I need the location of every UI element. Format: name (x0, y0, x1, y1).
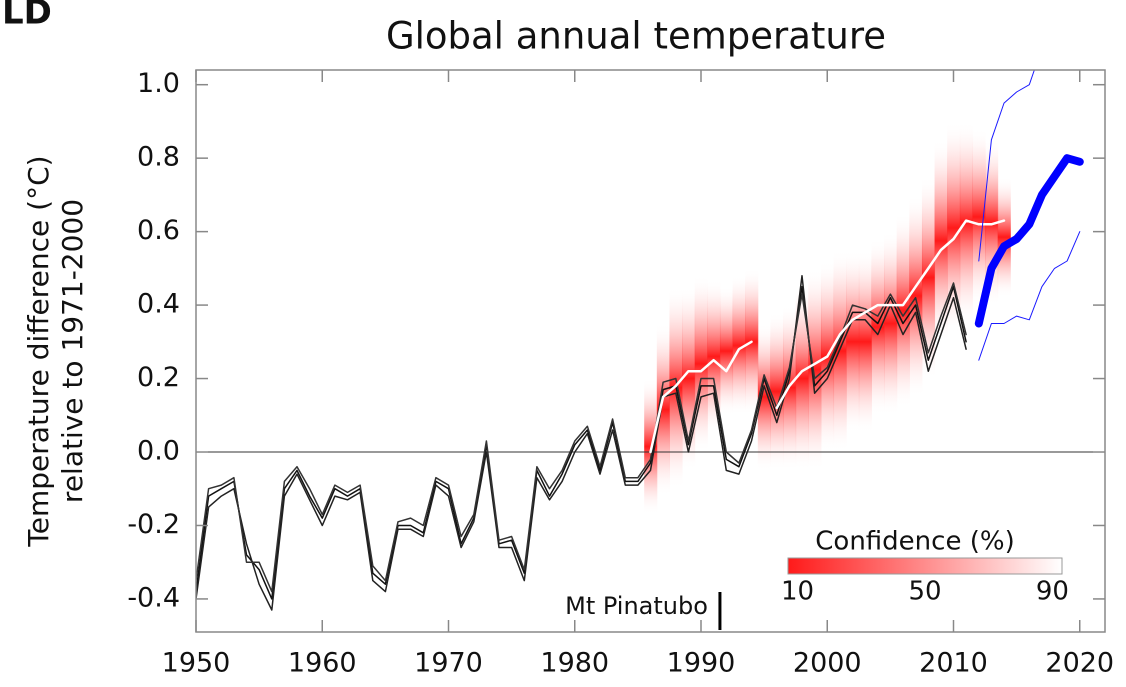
confidence-band (719, 286, 734, 416)
x-tick-label: 1950 (162, 648, 231, 679)
data-line (974, 154, 1084, 328)
y-tick-label: 0.4 (137, 289, 180, 320)
confidence-band (959, 121, 973, 324)
confidence-band (896, 213, 910, 408)
y-tick-label: 0.8 (137, 142, 180, 173)
chart-title: Global annual temperature (386, 15, 886, 58)
x-tick-label: 1960 (288, 648, 357, 679)
data-line (978, 70, 1035, 262)
colorbar-tick-label: 50 (908, 577, 941, 607)
annotation: Mt Pinatubo (565, 592, 708, 620)
colorbar-title: Confidence (%) (815, 527, 1014, 557)
confidence-band (934, 139, 948, 342)
colorbar-tick-label: 10 (781, 577, 814, 607)
y-tick-label: 0.6 (137, 215, 180, 246)
confidence-band (846, 249, 860, 434)
x-tick-label: 1980 (540, 648, 609, 679)
confidence-band (732, 275, 746, 416)
confidence-band (808, 268, 822, 471)
colorbar-tick-label: 90 (1036, 577, 1069, 607)
data-line (196, 282, 967, 593)
confidence-band (694, 275, 708, 453)
colorbar (787, 557, 1063, 575)
x-tick-label: 2020 (1045, 648, 1114, 679)
confidence-band (770, 312, 784, 471)
y-axis-label: Temperature difference (°C) (22, 155, 55, 547)
y-tick-label: 0.0 (137, 436, 180, 467)
y-tick-label: -0.2 (127, 509, 180, 540)
x-tick-label: 2000 (793, 648, 862, 679)
confidence-band (972, 128, 986, 306)
y-tick-label: -0.4 (127, 582, 180, 613)
x-tick-label: 1970 (414, 648, 483, 679)
confidence-band (871, 238, 885, 416)
confidence-band (757, 323, 771, 471)
data-line (196, 285, 967, 600)
confidence-band (858, 249, 872, 434)
data-line (196, 274, 967, 611)
data-line (649, 219, 1006, 454)
confidence-band (997, 176, 1011, 298)
plot-area (196, 70, 1105, 611)
confidence-band (795, 286, 809, 471)
confidence-band (921, 176, 936, 379)
confidence-band (656, 323, 670, 497)
confidence-band (947, 121, 961, 335)
y-tick-label: 0.2 (137, 362, 180, 393)
panel-label: LD (2, 0, 52, 33)
plot-frame (195, 69, 1106, 633)
y-tick-label: 1.0 (137, 68, 180, 99)
confidence-band (884, 231, 898, 416)
confidence-band (833, 249, 847, 453)
y-axis-label: relative to 1971-2000 (56, 199, 89, 503)
x-tick-label: 2010 (919, 648, 988, 679)
x-tick-label: 1990 (667, 648, 736, 679)
confidence-band (909, 194, 923, 397)
data-line (978, 231, 1081, 361)
